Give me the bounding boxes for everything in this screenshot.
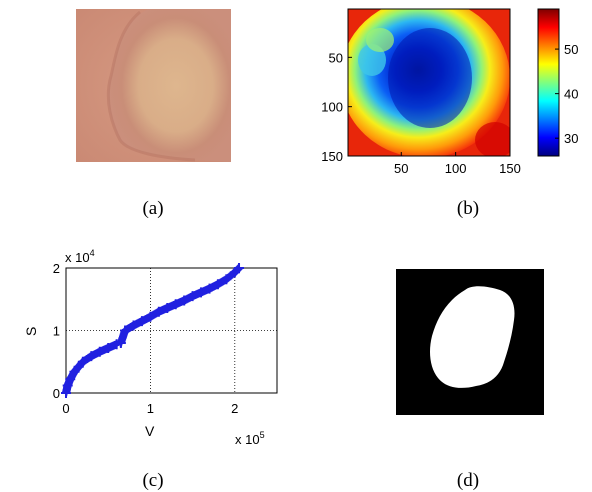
heatmap-patch-green — [366, 28, 394, 52]
heatmap-xtick-label: 150 — [499, 161, 521, 176]
heatmap-patch-cyan — [358, 44, 386, 76]
heatmap-core — [388, 28, 472, 128]
scatter-point — [120, 325, 131, 336]
scatter-point — [204, 283, 215, 294]
scatter-ytick-label: 2 — [53, 261, 60, 276]
scatter-point — [103, 343, 114, 353]
heatmap-frame — [347, 8, 511, 157]
scatter-point — [145, 311, 156, 322]
scatter-ticks: 0 1 2 0 1 2 — [53, 261, 239, 416]
wound-region — [108, 9, 231, 162]
heatmap-ticks: 50 100 150 50 100 150 — [321, 50, 521, 176]
scatter-point — [153, 306, 164, 317]
colorbar-tick-label: 40 — [564, 87, 578, 102]
panel-c-scatter: 0 1 2 0 1 2 x 104 x 105 V S — [23, 248, 278, 447]
scatter-point — [234, 263, 245, 273]
wound-edge — [106, 10, 196, 162]
scatter-point — [212, 279, 223, 290]
heatmap-patch-red — [475, 122, 510, 156]
scatter-ytick-label: 0 — [53, 386, 60, 401]
colorbar — [537, 8, 560, 157]
scatter-xtick-label: 2 — [231, 401, 238, 416]
colorbar-tick-label: 30 — [564, 131, 578, 146]
heatmap-ytick-label: 150 — [321, 149, 343, 164]
scatter-point — [196, 287, 207, 298]
mask-blob — [430, 286, 515, 388]
scatter-point — [65, 374, 76, 385]
caption-d: (d) — [457, 470, 479, 491]
y-multiplier: x 104 — [65, 248, 95, 265]
x-axis-label: V — [145, 423, 155, 439]
caption-b: (b) — [457, 198, 479, 219]
heatmap-xtick-label: 50 — [394, 161, 408, 176]
scatter-point — [221, 274, 232, 285]
scatter-point — [136, 316, 147, 327]
scatter-point — [115, 338, 126, 348]
scatter-point — [62, 380, 73, 391]
scatter-xtick-label: 1 — [147, 401, 154, 416]
scatter-point — [77, 356, 88, 367]
scatter-point — [187, 291, 198, 302]
scatter-point — [86, 351, 97, 362]
caption-a: (a) — [142, 198, 163, 219]
heatmap-ytick-label: 100 — [321, 100, 343, 115]
scatter-points — [61, 263, 245, 398]
scatter-point — [179, 295, 190, 306]
colorbar-tick-label: 50 — [564, 42, 578, 57]
colorbar-ticks: 30 40 50 — [555, 42, 578, 146]
scatter-point — [170, 299, 181, 310]
scatter-xtick-label: 0 — [62, 401, 69, 416]
panel-a-photo — [76, 9, 231, 162]
scatter-point — [61, 388, 71, 398]
scatter-ytick-label: 1 — [53, 324, 60, 339]
panel-b-heatmap: 50 100 150 50 100 150 30 40 50 — [321, 8, 578, 176]
scatter-point — [94, 346, 105, 357]
caption-c: (c) — [142, 470, 163, 491]
scatter-point — [162, 303, 173, 313]
scatter-point — [128, 320, 139, 331]
y-axis-label: S — [23, 327, 39, 336]
panel-d-mask — [396, 269, 544, 415]
scatter-grid — [66, 268, 277, 393]
heatmap-xtick-label: 100 — [445, 161, 467, 176]
heatmap-ytick-label: 50 — [329, 50, 343, 65]
x-multiplier: x 105 — [235, 430, 265, 447]
